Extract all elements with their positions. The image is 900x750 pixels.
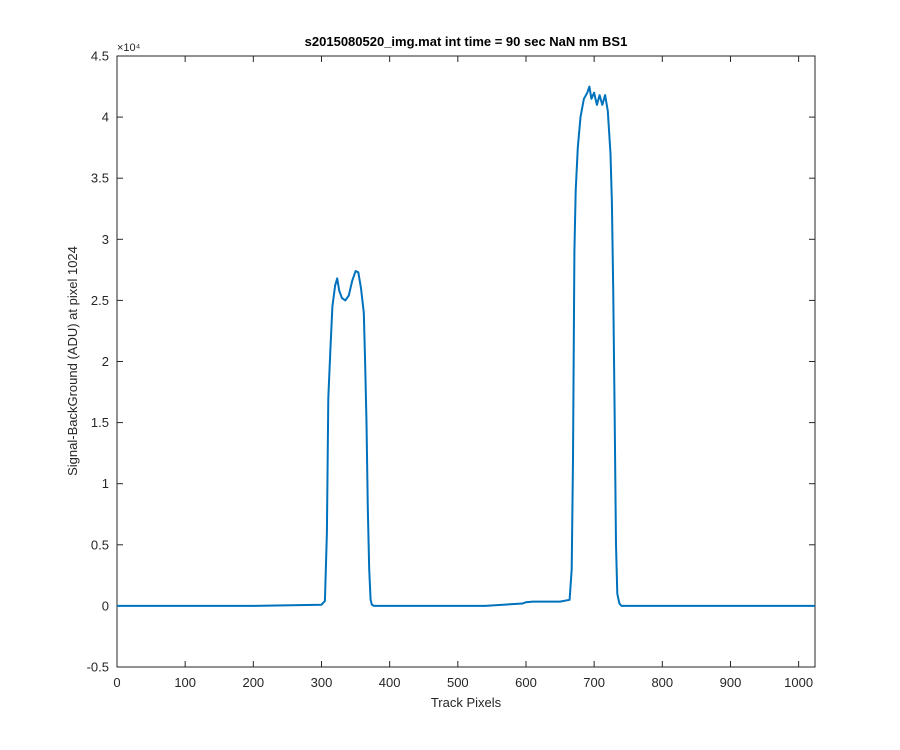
x-tick-label: 100 — [174, 675, 196, 690]
series-layer — [117, 85, 815, 607]
x-tick-label: 700 — [583, 675, 605, 690]
x-tick-label: 1000 — [784, 675, 813, 690]
series-line — [117, 85, 815, 607]
y-tick-label: 1.5 — [91, 415, 109, 430]
y-tick-label: 3 — [102, 232, 109, 247]
y-tick-label: 4 — [102, 110, 109, 125]
y-tick-label: 2.5 — [91, 293, 109, 308]
y-tick-label: 0.5 — [91, 537, 109, 552]
x-tick-label: 300 — [311, 675, 333, 690]
y-tick-label: -0.5 — [87, 660, 109, 675]
x-tick-label: 900 — [720, 675, 742, 690]
y-tick-label: 3.5 — [91, 171, 109, 186]
ticks-layer: 0 100 200 300 400 500 600 700 800 900 1000 -0.5 0 0.5… — [87, 49, 815, 690]
x-tick-label: 400 — [379, 675, 401, 690]
x-tick-label: 800 — [651, 675, 673, 690]
x-tick-label: 200 — [242, 675, 264, 690]
chart-title: s2015080520_img.mat int time = 90 sec Na… — [305, 34, 628, 49]
x-axis-label: Track Pixels — [431, 695, 502, 710]
y-tick-label: 0 — [102, 598, 109, 613]
plot-area — [116, 55, 816, 668]
y-tick-label: 1 — [102, 476, 109, 491]
y-tick-label: 4.5 — [91, 49, 109, 64]
x-tick-label: 600 — [515, 675, 537, 690]
y-exponent-label: ×10⁴ — [117, 42, 141, 54]
x-tick-label: 0 — [113, 675, 120, 690]
y-tick-label: 2 — [102, 354, 109, 369]
x-tick-label: 500 — [447, 675, 469, 690]
y-axis-label: Signal-BackGround (ADU) at pixel 1024 — [65, 246, 80, 476]
